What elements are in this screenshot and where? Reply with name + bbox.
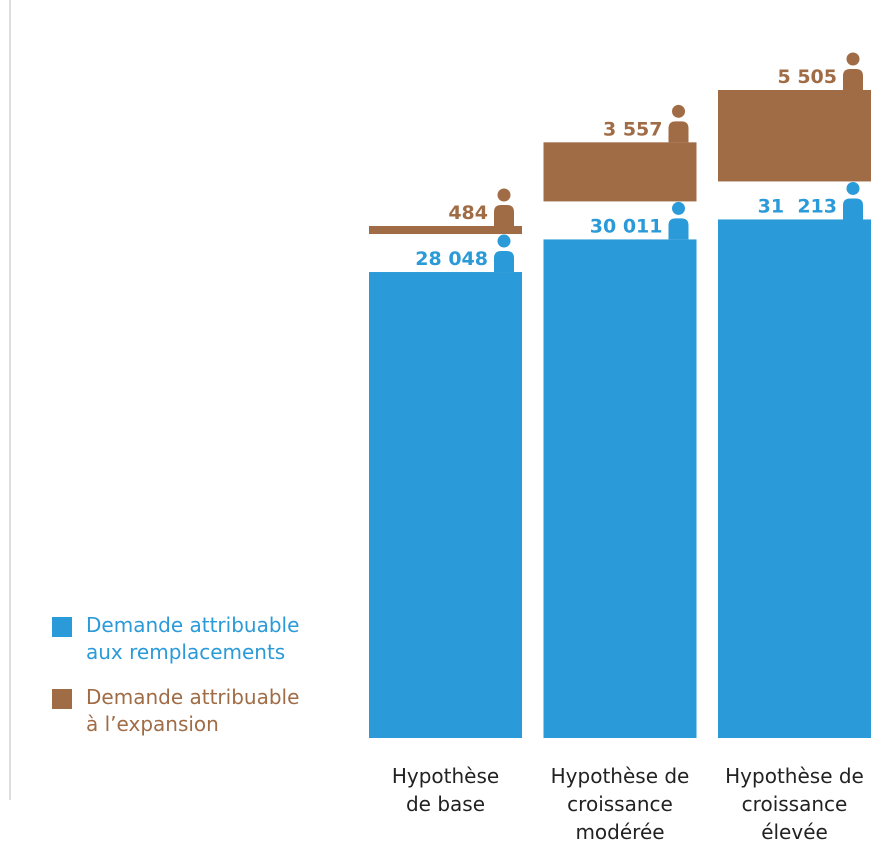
legend-swatch	[52, 617, 72, 637]
bar-segment	[369, 225, 522, 235]
x-tick-label: Hypothèse de croissance élevée	[725, 764, 864, 844]
value-label: 3 557	[603, 118, 663, 140]
legend-label: Demande attribuable à l’expansion	[86, 685, 300, 736]
value-label: 28 048	[415, 248, 488, 270]
person-icon-body	[668, 218, 689, 240]
value-label: 484	[448, 202, 488, 224]
legend-label: Demande attribuable aux remplacements	[86, 613, 300, 664]
x-tick-label: Hypothèse de croissance modérée	[550, 764, 690, 844]
value-label: 5 505	[778, 66, 838, 88]
bar-segment	[369, 272, 522, 738]
person-icon-head	[846, 52, 860, 66]
person-icon-head	[497, 234, 511, 248]
person-icon-head	[846, 181, 860, 195]
x-tick-label: Hypothèse de base	[391, 764, 500, 816]
person-icon-body	[843, 198, 863, 220]
person-icon-head	[672, 104, 685, 118]
bar-segment	[543, 239, 697, 738]
bar-segment	[718, 219, 871, 738]
value-label: 30 011	[590, 215, 663, 237]
value-label: 31 213	[758, 195, 837, 217]
person-icon-head	[497, 188, 511, 202]
person-icon-body	[843, 69, 863, 90]
person-icon-body	[668, 121, 689, 143]
legend-swatch	[52, 689, 72, 709]
bar-segment	[543, 142, 697, 202]
bar-segment	[718, 90, 871, 182]
person-icon-body	[494, 251, 514, 273]
person-icon-head	[672, 201, 685, 215]
person-icon-body	[494, 204, 514, 226]
